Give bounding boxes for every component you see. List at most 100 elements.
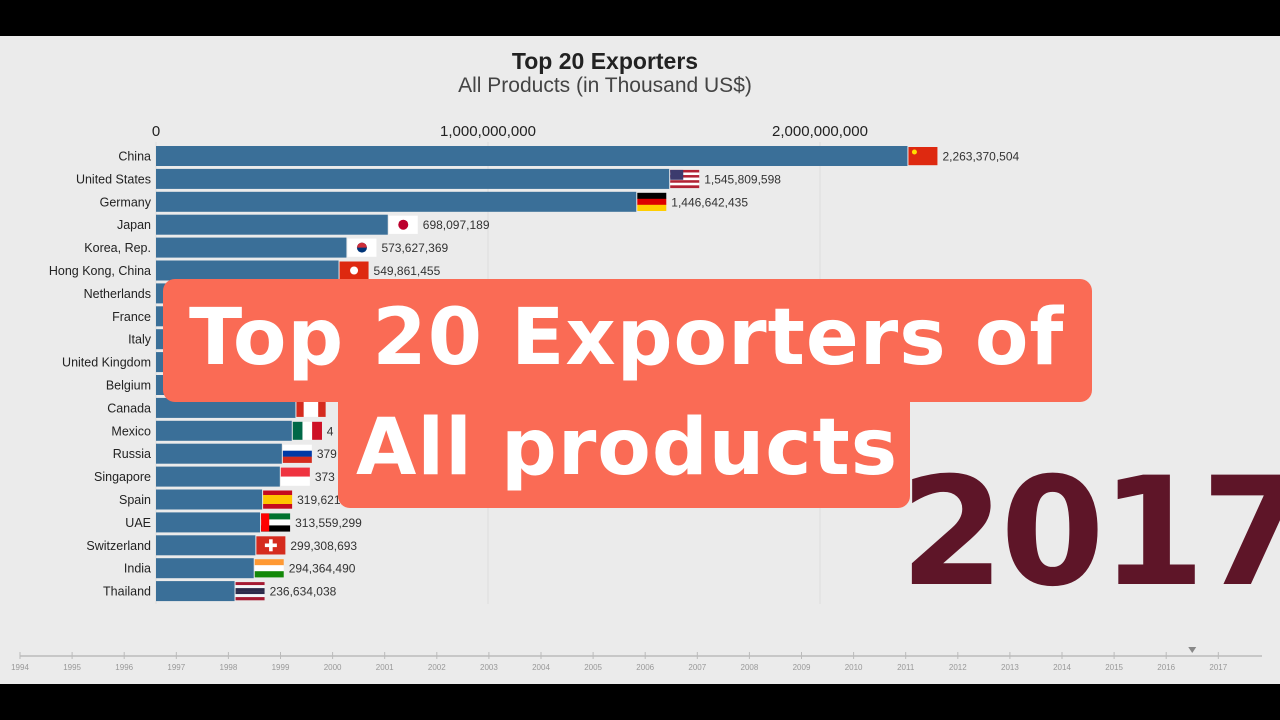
flag-stripe bbox=[261, 519, 291, 526]
timeline-year-label: 2015 bbox=[1105, 663, 1123, 672]
flag-stripe bbox=[303, 398, 312, 417]
bar bbox=[156, 558, 254, 579]
timeline-year-label: 2001 bbox=[376, 663, 394, 672]
flag-taeguk-top bbox=[356, 242, 367, 248]
flag-stripe bbox=[263, 490, 293, 496]
flag-stripe bbox=[263, 495, 293, 500]
timeline-year-label: 2016 bbox=[1157, 663, 1175, 672]
bar bbox=[156, 512, 261, 533]
timeline-year-label: 1994 bbox=[11, 663, 29, 672]
bar bbox=[156, 146, 908, 166]
value-label: 573,627,369 bbox=[381, 241, 448, 255]
value-label: 549,861,455 bbox=[374, 264, 441, 278]
bar-row: Japan 698,097,189 bbox=[117, 214, 490, 235]
flag-stripe bbox=[235, 594, 265, 598]
timeline-year-label: 2005 bbox=[584, 663, 602, 672]
flag-stripe bbox=[637, 198, 667, 205]
flag-stripe bbox=[235, 588, 265, 592]
bar-row: Hong Kong, China 549,861,455 bbox=[49, 260, 441, 281]
flag-stripe bbox=[302, 421, 313, 440]
value-label: 2,263,370,504 bbox=[942, 150, 1019, 164]
value-label: 294,364,490 bbox=[289, 562, 356, 576]
flag-stripe bbox=[282, 456, 312, 463]
flag-stripe bbox=[263, 504, 293, 509]
category-label: Thailand bbox=[103, 585, 151, 599]
timeline-year-label: 1997 bbox=[167, 663, 185, 672]
bar bbox=[156, 168, 670, 189]
timeline-year-label: 2009 bbox=[793, 663, 811, 672]
category-label: United States bbox=[76, 172, 151, 186]
value-label: 4 bbox=[327, 424, 334, 438]
bar-row: Spain 319,621 bbox=[119, 489, 341, 510]
chart-stage: Top 20 Exporters All Products (in Thousa… bbox=[0, 36, 1280, 684]
bar-row: Korea, Rep. 573,627,369 bbox=[84, 237, 449, 258]
overlay-title-line1: Top 20 Exporters of bbox=[163, 279, 1092, 402]
timeline-year-label: 2008 bbox=[741, 663, 759, 672]
bar bbox=[156, 237, 347, 258]
x-tick-label: 2,000,000,000 bbox=[772, 123, 868, 140]
x-tick-label: 1,000,000,000 bbox=[440, 123, 536, 140]
category-label: Germany bbox=[100, 195, 152, 209]
bar bbox=[156, 535, 256, 556]
category-label: Korea, Rep. bbox=[84, 241, 151, 255]
chart-subtitle: All Products (in Thousand US$) bbox=[458, 74, 752, 97]
overlay-title-line2: All products bbox=[338, 396, 910, 508]
timeline-year-label: 1998 bbox=[220, 663, 238, 672]
flag-stripe bbox=[670, 172, 700, 176]
flag-stripe bbox=[282, 450, 312, 457]
flag-stripe bbox=[318, 398, 326, 417]
value-label: 236,634,038 bbox=[270, 585, 337, 599]
value-label: 379 bbox=[317, 447, 337, 461]
timeline-year-label: 2010 bbox=[845, 663, 863, 672]
category-label: France bbox=[112, 310, 151, 324]
timeline-year-label: 2007 bbox=[688, 663, 706, 672]
flag-stripe bbox=[292, 421, 303, 440]
bar bbox=[156, 260, 339, 281]
x-tick-label: 0 bbox=[152, 123, 160, 140]
flag-stripe bbox=[261, 513, 291, 520]
value-label: 299,308,693 bbox=[290, 539, 357, 553]
flag-star bbox=[911, 149, 917, 155]
flag-stripe bbox=[254, 565, 284, 572]
flag-stripe bbox=[235, 597, 265, 601]
bar-row: Singapore 373 bbox=[94, 466, 335, 487]
flag-cross-h bbox=[264, 543, 277, 548]
flag-stripe bbox=[280, 467, 310, 477]
timeline-year-label: 2011 bbox=[897, 663, 915, 672]
timeline-year-label: 1995 bbox=[63, 663, 81, 672]
category-label: Hong Kong, China bbox=[49, 264, 151, 278]
bar-row: United States 1,545,809,598 bbox=[76, 168, 781, 189]
flag-stripe bbox=[254, 559, 284, 566]
flag-stripe bbox=[637, 192, 667, 199]
flag-canton bbox=[670, 169, 684, 180]
flag-stripe bbox=[261, 525, 291, 532]
timeline-year-label: 2013 bbox=[1001, 663, 1019, 672]
bar bbox=[156, 466, 280, 487]
category-label: Belgium bbox=[106, 379, 151, 393]
flag-stripe bbox=[670, 175, 700, 178]
flag-stripe bbox=[235, 585, 265, 589]
bar-row: Russia 379 bbox=[113, 443, 337, 464]
category-label: United Kingdom bbox=[62, 356, 151, 370]
bar-row: UAE 313,559,299 bbox=[125, 512, 362, 533]
flag-stripe bbox=[296, 398, 304, 417]
timeline-year-label: 2000 bbox=[324, 663, 342, 672]
flag-stripe bbox=[908, 147, 938, 166]
flag-stripe bbox=[670, 185, 700, 189]
bar bbox=[156, 443, 282, 464]
timeline-year-label: 2006 bbox=[636, 663, 654, 672]
flag-disc bbox=[398, 219, 409, 230]
value-label: 698,097,189 bbox=[423, 218, 490, 232]
bar-row: Canada bbox=[107, 397, 326, 418]
category-label: UAE bbox=[125, 516, 151, 530]
bar-row: Switzerland 299,308,693 bbox=[86, 535, 357, 556]
timeline-marker-handle[interactable] bbox=[1188, 647, 1197, 653]
flag-stripe bbox=[670, 169, 700, 173]
bar-row: Mexico 4 bbox=[111, 420, 334, 441]
category-label: Japan bbox=[117, 218, 151, 232]
bar bbox=[156, 581, 235, 602]
flag-stripe bbox=[670, 180, 700, 183]
category-label: Switzerland bbox=[86, 539, 151, 553]
flag-stripe bbox=[235, 582, 265, 586]
timeline-year-label: 2014 bbox=[1053, 663, 1071, 672]
